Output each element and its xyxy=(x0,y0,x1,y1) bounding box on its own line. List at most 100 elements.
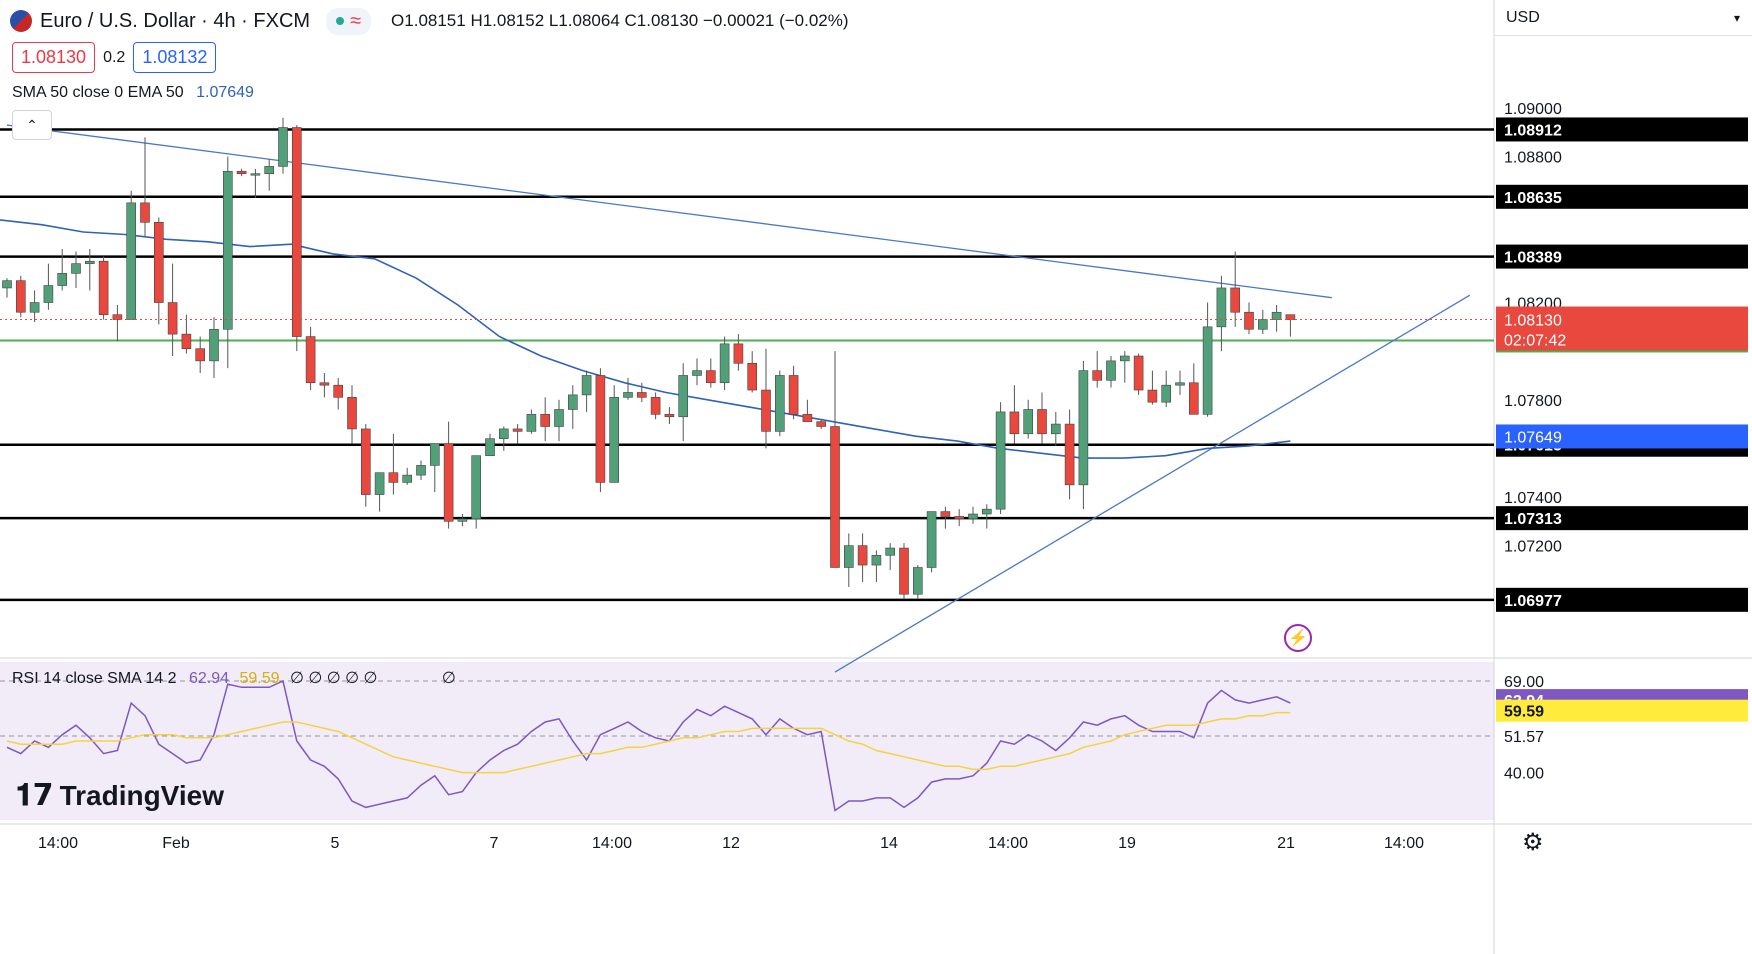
chevron-down-icon: ▾ xyxy=(1733,10,1740,25)
candle-body xyxy=(761,389,771,432)
candle-body xyxy=(347,397,357,430)
rsi-sma-value-label: 59.59 xyxy=(1504,704,1544,721)
candle-body xyxy=(719,343,730,384)
candle-body xyxy=(940,511,951,517)
candle-body xyxy=(71,263,81,274)
candle-body xyxy=(1258,319,1268,330)
candle-body xyxy=(567,394,578,410)
candle-body xyxy=(981,508,992,515)
candle-body xyxy=(926,511,937,568)
candle-body xyxy=(1216,287,1227,328)
bid-button[interactable]: 1.08130 xyxy=(12,42,96,73)
candle-body xyxy=(747,363,758,391)
candle-body xyxy=(485,438,495,456)
time-tick-label: 14:00 xyxy=(1384,835,1424,852)
lightning-icon[interactable]: ⚡ xyxy=(1284,624,1312,652)
candle-body xyxy=(705,370,716,384)
candle-body xyxy=(1271,311,1282,320)
sma-legend[interactable]: SMA 50 close 0 EMA 50 1.07649 xyxy=(12,84,254,102)
candle-body xyxy=(223,170,233,330)
tradingview-mark-icon: 𝟏𝟳 xyxy=(16,779,54,812)
candle-body xyxy=(871,555,882,566)
candle-body xyxy=(540,414,551,427)
time-tick-label: 19 xyxy=(1118,835,1136,852)
rsi-legend[interactable]: RSI 14 close SMA 14 2 62.94 59.59 ∅ ∅ ∅ … xyxy=(12,668,456,688)
candle-body xyxy=(830,426,840,568)
collapse-legend-button[interactable]: ⌃ xyxy=(12,110,52,140)
candle-body xyxy=(636,392,647,398)
tradingview-logo[interactable]: 𝟏𝟳 TradingView xyxy=(16,778,224,813)
candle-body xyxy=(140,202,150,223)
candle-body xyxy=(650,397,661,415)
time-tick-label: 7 xyxy=(490,835,499,852)
candle-body xyxy=(291,127,302,337)
settings-icon[interactable]: ⚙ xyxy=(1522,829,1544,856)
time-tick-label: 14:00 xyxy=(988,835,1028,852)
time-tick-label: 5 xyxy=(331,835,340,852)
trend-line xyxy=(6,124,1332,299)
rsi-legend-extra2: ∅ xyxy=(441,670,456,687)
current-price-box xyxy=(1496,306,1748,351)
candle-body xyxy=(112,314,123,320)
candle-body xyxy=(167,302,178,335)
candle-body xyxy=(1230,287,1240,313)
candle-body xyxy=(899,547,909,595)
candle-body xyxy=(195,348,205,362)
rsi-legend-extra: ∅ ∅ ∅ ∅ ∅ xyxy=(289,670,378,687)
candle-body xyxy=(126,202,136,320)
sma-line xyxy=(0,219,1291,459)
currency-label: USD xyxy=(1506,8,1540,26)
price-tick-label: 1.07400 xyxy=(1504,490,1562,507)
symbol-header: Euro / U.S. Dollar · 4h · FXCM ≈ O1.0815… xyxy=(10,6,849,36)
sma-legend-label: SMA 50 close 0 EMA 50 xyxy=(12,84,184,101)
candle-body xyxy=(1133,355,1144,391)
candle-body xyxy=(788,375,799,415)
candle-body xyxy=(816,421,827,427)
market-status-icon[interactable]: ≈ xyxy=(326,7,372,35)
candle-body xyxy=(236,170,247,174)
currency-selector[interactable]: USD ▾ xyxy=(1494,0,1752,36)
level-label-box xyxy=(1496,506,1748,531)
candle-body xyxy=(912,567,923,595)
rsi-tick-label: 51.57 xyxy=(1504,729,1544,746)
time-tick-label: 14:00 xyxy=(38,835,78,852)
level-label: 1.08912 xyxy=(1504,122,1562,139)
candle-body xyxy=(333,384,344,398)
candle-body xyxy=(374,472,385,495)
candle-body xyxy=(1161,384,1171,403)
candle-body xyxy=(623,392,633,398)
candle-body xyxy=(968,513,978,520)
level-label: 1.08389 xyxy=(1504,250,1562,267)
candle-body xyxy=(1078,370,1089,486)
candle-body xyxy=(1009,411,1020,435)
time-tick-label: 21 xyxy=(1277,835,1295,852)
candle-body xyxy=(692,370,702,376)
trend-line xyxy=(834,294,1471,673)
candle-body xyxy=(15,280,26,313)
candle-body xyxy=(885,547,896,556)
time-tick-label: 12 xyxy=(722,835,740,852)
price-tick-label: 1.07800 xyxy=(1504,393,1562,410)
rsi-sma-legend-value: 59.59 xyxy=(239,670,280,687)
candle-body xyxy=(609,397,620,483)
candle-body xyxy=(595,375,606,483)
candle-body xyxy=(1175,382,1185,386)
candle-body xyxy=(319,382,330,386)
spread-value: 0.2 xyxy=(103,48,126,66)
current-price-label: 1.08130 xyxy=(1504,313,1562,330)
symbol-title[interactable]: Euro / U.S. Dollar · 4h · FXCM xyxy=(40,9,311,32)
ask-button[interactable]: 1.08132 xyxy=(133,42,217,73)
candle-body xyxy=(1147,389,1158,403)
candle-body xyxy=(512,428,523,432)
level-label-box xyxy=(1496,244,1748,269)
candle-body xyxy=(388,472,399,483)
sma-price-label: 1.07649 xyxy=(1504,429,1562,446)
candle-body xyxy=(57,273,68,286)
candle-body xyxy=(554,409,564,427)
time-tick-label: 14 xyxy=(880,835,898,852)
rsi-legend-value: 62.94 xyxy=(188,670,230,687)
rsi-sma-line xyxy=(6,711,1291,774)
candle-body xyxy=(402,474,413,483)
ohlc-readout: O1.08151 H1.08152 L1.08064 C1.08130 −0.0… xyxy=(391,11,849,30)
